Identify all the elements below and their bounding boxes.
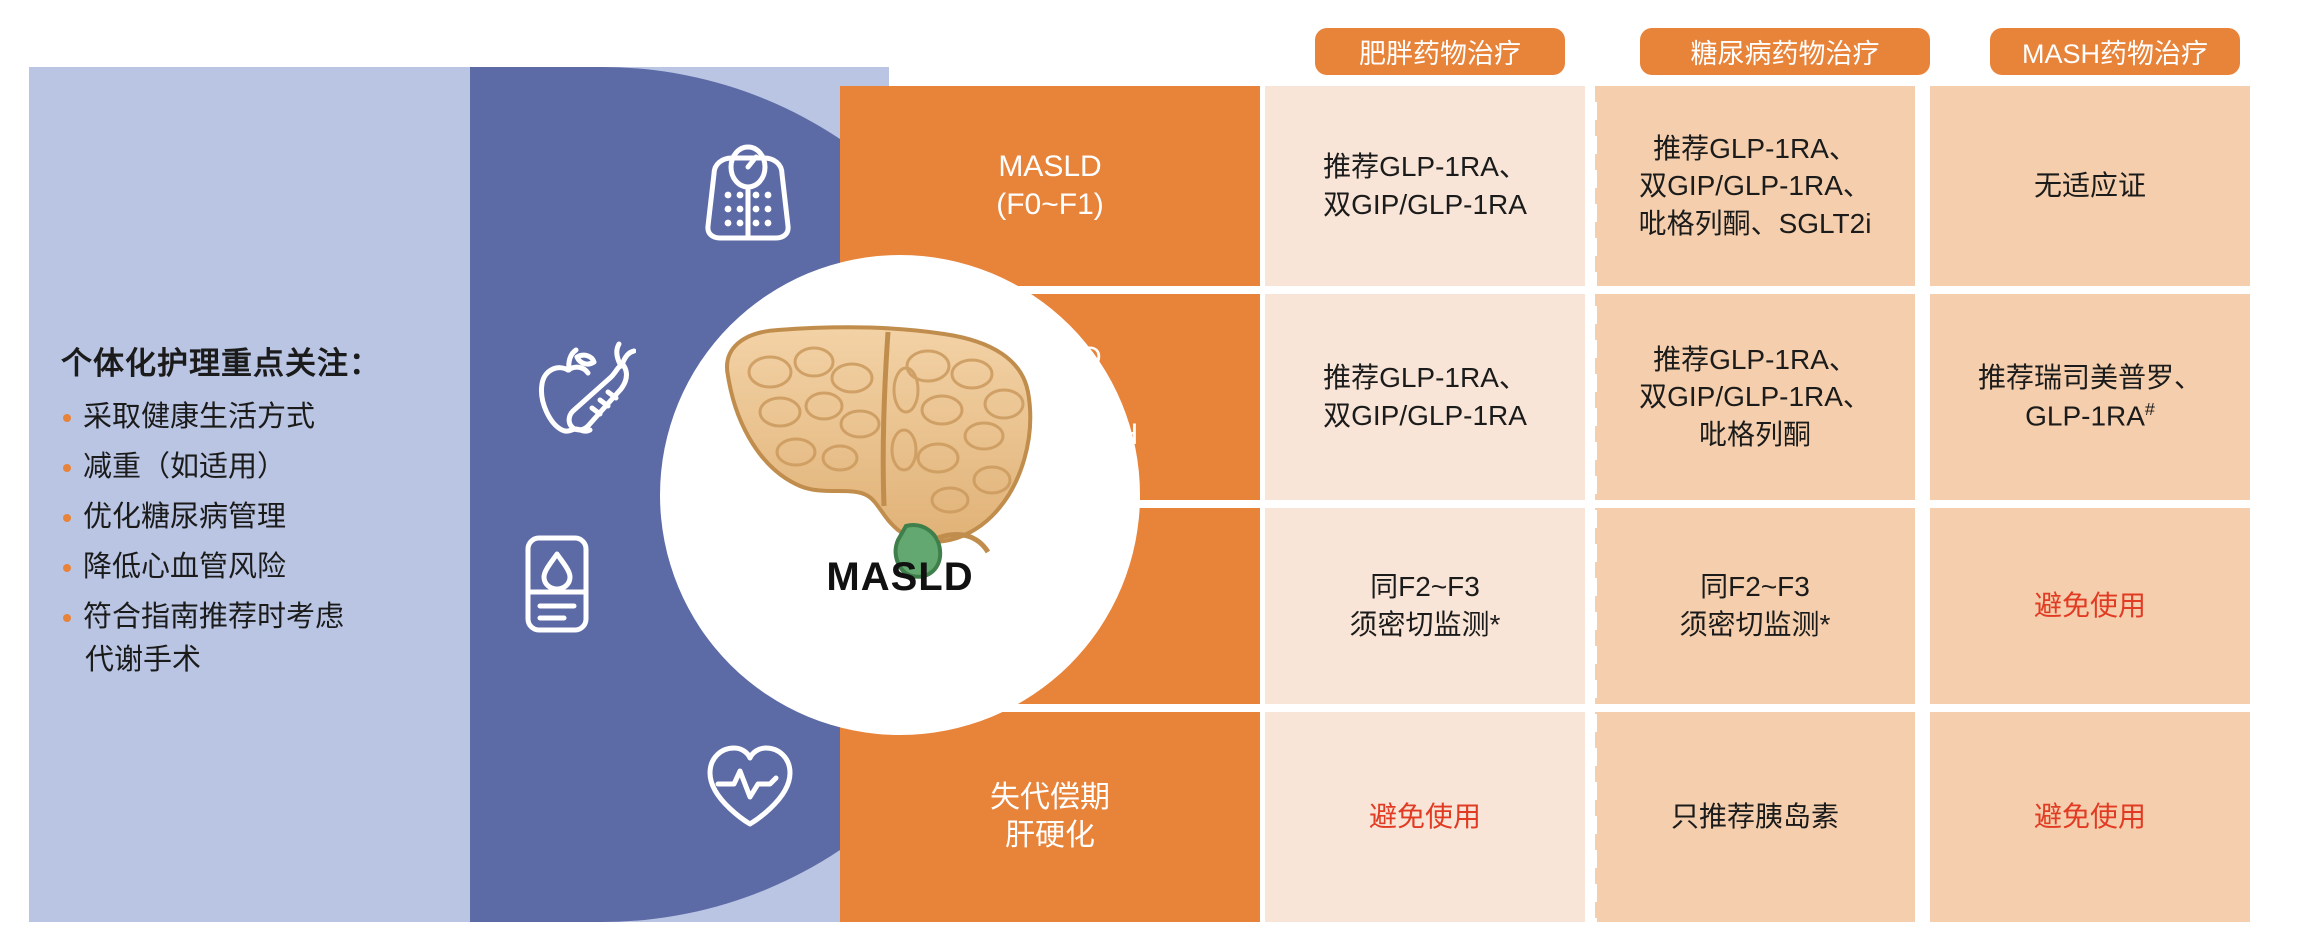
treatment-cell: 推荐GLP-1RA、 双GIP/GLP-1RA	[1265, 294, 1585, 500]
heart-pulse-icon	[700, 740, 800, 839]
liver-illustration	[692, 300, 1112, 630]
column-header-pill[interactable]: 糖尿病药物治疗	[1640, 28, 1930, 75]
treatment-cell-text: 同F2~F3 须密切监测*	[1349, 571, 1501, 640]
treatment-cell-text: 避免使用	[2033, 801, 2146, 833]
care-bullet-text-cont: 代谢手术	[85, 643, 202, 676]
treatment-cell-text: 无适应证	[2033, 170, 2146, 202]
stage-cell-text: MASLD (F0~F1)	[996, 149, 1104, 221]
iv-drip-icon	[512, 530, 602, 643]
care-bullet-text: 降低心血管风险	[83, 550, 287, 583]
apple-carrot-icon	[528, 340, 637, 445]
column-divider-2	[1925, 0, 1930, 945]
column-header-label: 糖尿病药物治疗	[1690, 39, 1880, 69]
treatment-cell-text: 推荐瑞司美普罗、 GLP-1RA#	[1977, 362, 2202, 432]
care-bullet-item: 优化糖尿病管理	[61, 496, 461, 539]
stage-cell-text: 失代偿期 肝硬化	[990, 780, 1110, 852]
care-bullet-list: 采取健康生活方式 减重（如适用） 优化糖尿病管理 降低心血管风险符合指南推荐时考虑 代谢…	[61, 396, 461, 681]
treatment-cell: 同F2~F3 须密切监测*	[1595, 508, 1915, 704]
treatment-cell-text: 推荐GLP-1RA、 双GIP/GLP-1RA、 吡格列酮	[1639, 343, 1871, 450]
treatment-cell: 推荐瑞司美普罗、 GLP-1RA#	[1930, 294, 2250, 500]
treatment-cell: 避免使用	[1930, 712, 2250, 922]
treatment-cell: 无适应证	[1930, 86, 2250, 286]
column-divider-1	[1592, 0, 1597, 945]
column-header-label: MASH药物治疗	[2021, 39, 2208, 69]
treatment-cell-text: 只推荐胰岛素	[1670, 801, 1839, 833]
care-bullet-text: 采取健康生活方式	[83, 401, 316, 434]
care-bullet-item: 减重（如适用）	[61, 446, 461, 489]
care-bullet-text: 符合指南推荐时考虑	[83, 600, 345, 633]
treatment-cell: 避免使用	[1265, 712, 1585, 922]
bullet-dot-icon	[63, 464, 71, 473]
care-bullet-item: 符合指南推荐时考虑 代谢手术	[61, 596, 461, 682]
treatment-cell: 同F2~F3 须密切监测*	[1265, 508, 1585, 704]
bullet-dot-icon	[63, 563, 71, 572]
stage-cell: MASLD (F0~F1)	[840, 86, 1260, 286]
treatment-cell-text: 推荐GLP-1RA、 双GIP/GLP-1RA	[1323, 362, 1527, 431]
treatment-cell: 避免使用	[1930, 508, 2250, 704]
stage-cell: 失代偿期 肝硬化	[840, 712, 1260, 922]
care-bullet-text: 优化糖尿病管理	[83, 501, 287, 533]
column-header-pill[interactable]: MASH药物治疗	[1990, 28, 2240, 75]
column-header-pill[interactable]: 肥胖药物治疗	[1315, 28, 1565, 75]
treatment-cell-text: 避免使用	[2033, 590, 2146, 622]
treatment-cell: 推荐GLP-1RA、 双GIP/GLP-1RA	[1265, 86, 1585, 286]
bullet-dot-icon	[63, 613, 71, 622]
weight-scale-icon	[700, 140, 796, 247]
treatment-cell-text: 推荐GLP-1RA、 双GIP/GLP-1RA	[1323, 151, 1527, 220]
treatment-cell: 推荐GLP-1RA、 双GIP/GLP-1RA、 吡格列酮	[1595, 294, 1915, 500]
column-header-label: 肥胖药物治疗	[1359, 39, 1521, 69]
treatment-cell-text: 同F2~F3 须密切监测*	[1679, 571, 1831, 640]
bullet-dot-icon	[63, 414, 71, 423]
treatment-cell: 推荐GLP-1RA、 双GIP/GLP-1RA、 吡格列酮、SGLT2i	[1595, 86, 1915, 286]
care-bullet-item: 降低心血管风险	[61, 546, 461, 589]
hub-label: MASLD	[826, 555, 974, 599]
care-text-block: 个体化护理重点关注： 采取健康生活方式 减重（如适用） 优化糖尿病管理 降低心血管风险…	[61, 345, 461, 689]
care-panel-title: 个体化护理重点关注：	[61, 346, 381, 381]
bullet-dot-icon	[63, 514, 71, 522]
treatment-cell-text: 避免使用	[1368, 801, 1481, 833]
care-bullet-item: 采取健康生活方式	[61, 396, 461, 439]
care-bullet-text: 减重（如适用）	[83, 451, 287, 484]
treatment-cell-text: 推荐GLP-1RA、 双GIP/GLP-1RA、 吡格列酮、SGLT2i	[1638, 132, 1872, 239]
treatment-cell: 只推荐胰岛素	[1595, 712, 1915, 922]
